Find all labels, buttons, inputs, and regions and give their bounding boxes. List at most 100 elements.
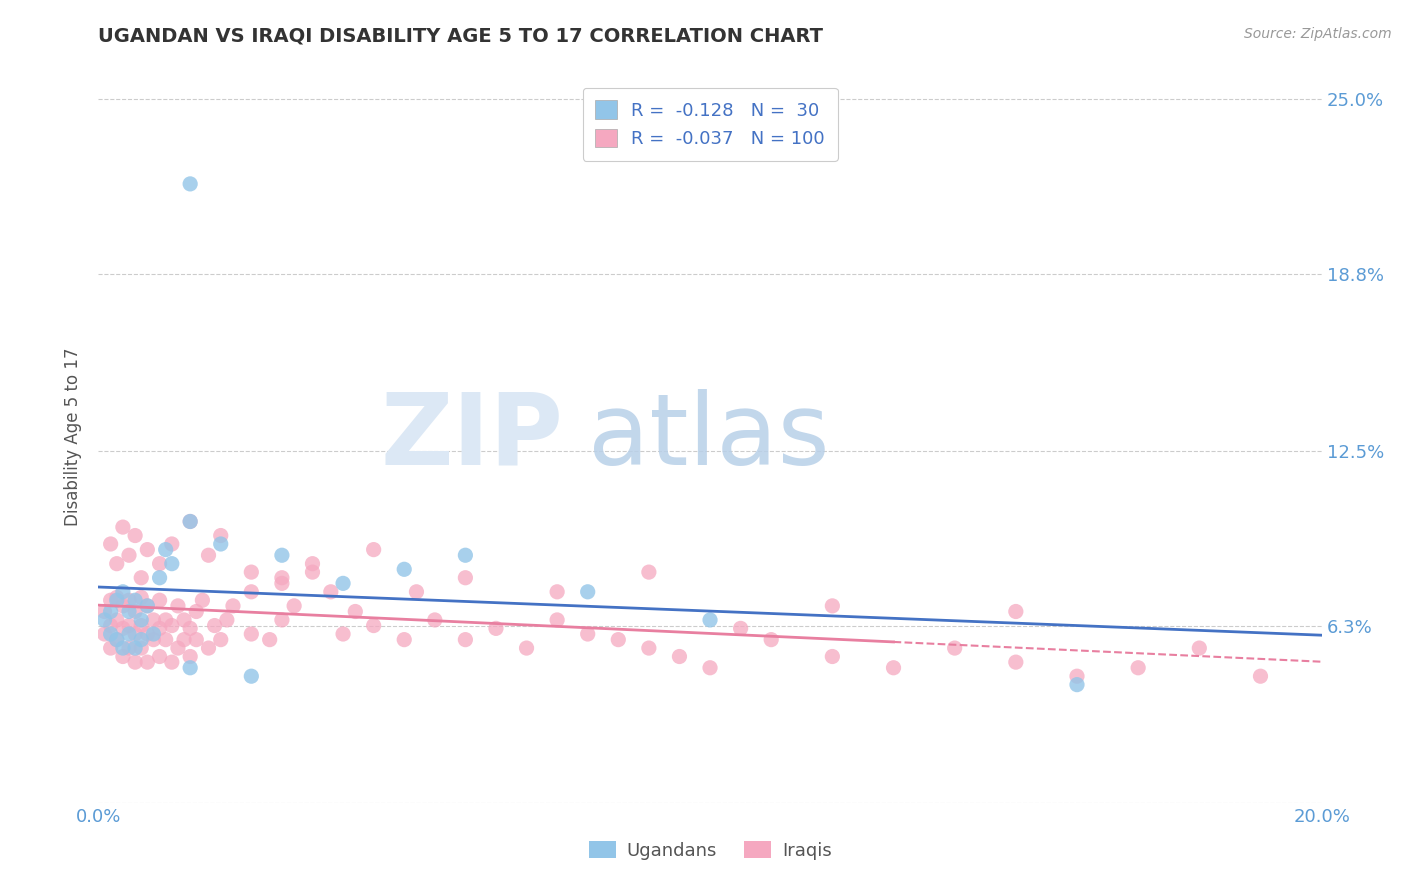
- Point: [344, 605, 367, 619]
- Point: [124, 655, 146, 669]
- Y-axis label: Disability Age 5 to 17: Disability Age 5 to 17: [65, 348, 83, 526]
- Point: [118, 618, 141, 632]
- Point: [270, 613, 292, 627]
- Point: [1004, 655, 1026, 669]
- Point: [240, 584, 263, 599]
- Point: [283, 599, 305, 613]
- Point: [546, 584, 568, 599]
- Point: [821, 599, 844, 613]
- Point: [155, 613, 177, 627]
- Point: [136, 627, 159, 641]
- Point: [118, 641, 141, 656]
- Point: [1188, 641, 1211, 656]
- Point: [111, 520, 134, 534]
- Point: [129, 591, 152, 605]
- Point: [142, 627, 165, 641]
- Point: [124, 641, 146, 656]
- Point: [160, 557, 183, 571]
- Point: [259, 632, 281, 647]
- Point: [105, 613, 128, 627]
- Text: UGANDAN VS IRAQI DISABILITY AGE 5 TO 17 CORRELATION CHART: UGANDAN VS IRAQI DISABILITY AGE 5 TO 17 …: [98, 27, 824, 45]
- Point: [179, 515, 201, 529]
- Point: [332, 576, 354, 591]
- Point: [363, 542, 385, 557]
- Point: [186, 605, 208, 619]
- Point: [270, 576, 292, 591]
- Point: [160, 537, 183, 551]
- Point: [363, 618, 385, 632]
- Point: [118, 605, 141, 619]
- Point: [392, 562, 416, 576]
- Point: [209, 537, 232, 551]
- Point: [197, 548, 219, 562]
- Point: [105, 557, 128, 571]
- Point: [1066, 678, 1088, 692]
- Point: [607, 632, 630, 647]
- Point: [124, 605, 146, 619]
- Point: [173, 613, 195, 627]
- Text: Source: ZipAtlas.com: Source: ZipAtlas.com: [1244, 27, 1392, 41]
- Point: [270, 571, 292, 585]
- Point: [759, 632, 782, 647]
- Point: [301, 565, 323, 579]
- Point: [204, 618, 226, 632]
- Point: [100, 605, 122, 619]
- Point: [111, 649, 134, 664]
- Point: [209, 528, 232, 542]
- Point: [240, 669, 263, 683]
- Point: [93, 613, 115, 627]
- Point: [149, 593, 172, 607]
- Point: [699, 661, 721, 675]
- Point: [485, 621, 508, 635]
- Point: [111, 599, 134, 613]
- Point: [392, 632, 416, 647]
- Point: [136, 655, 159, 669]
- Point: [1004, 605, 1026, 619]
- Point: [1128, 661, 1150, 675]
- Point: [105, 632, 128, 647]
- Point: [943, 641, 966, 656]
- Point: [93, 605, 115, 619]
- Point: [136, 599, 159, 613]
- Point: [173, 632, 195, 647]
- Point: [209, 632, 232, 647]
- Point: [197, 641, 219, 656]
- Point: [93, 627, 115, 641]
- Point: [100, 627, 122, 641]
- Point: [129, 632, 152, 647]
- Point: [454, 571, 477, 585]
- Point: [454, 632, 477, 647]
- Point: [179, 621, 201, 635]
- Point: [118, 593, 141, 607]
- Point: [222, 599, 245, 613]
- Point: [516, 641, 538, 656]
- Point: [111, 584, 134, 599]
- Point: [155, 542, 177, 557]
- Point: [730, 621, 752, 635]
- Point: [111, 621, 134, 635]
- Point: [160, 618, 183, 632]
- Point: [111, 641, 134, 656]
- Point: [637, 565, 661, 579]
- Point: [191, 593, 214, 607]
- Point: [576, 627, 599, 641]
- Point: [301, 557, 323, 571]
- Point: [129, 613, 152, 627]
- Point: [240, 565, 263, 579]
- Text: atlas: atlas: [588, 389, 830, 485]
- Point: [136, 599, 159, 613]
- Point: [186, 632, 208, 647]
- Point: [1249, 669, 1271, 683]
- Point: [1066, 669, 1088, 683]
- Point: [129, 618, 152, 632]
- Point: [149, 571, 172, 585]
- Point: [124, 627, 146, 641]
- Point: [100, 641, 122, 656]
- Point: [100, 618, 122, 632]
- Point: [179, 515, 201, 529]
- Point: [100, 593, 122, 607]
- Point: [124, 593, 146, 607]
- Point: [129, 641, 152, 656]
- Text: ZIP: ZIP: [381, 389, 564, 485]
- Point: [155, 632, 177, 647]
